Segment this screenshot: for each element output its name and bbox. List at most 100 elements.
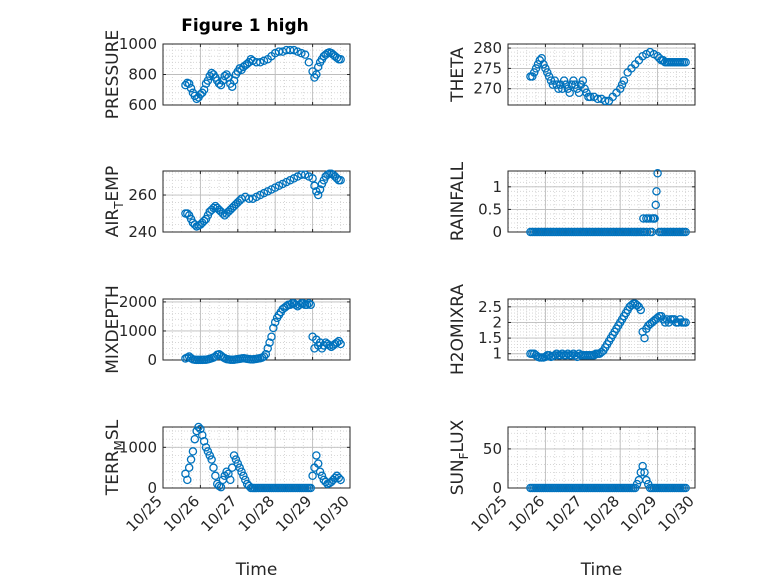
- data-point: [237, 467, 246, 476]
- data-point: [218, 209, 228, 218]
- data-point: [567, 80, 576, 89]
- y-tick-label: 1000: [119, 438, 157, 456]
- data-point: [235, 463, 244, 472]
- data-point: [214, 481, 224, 491]
- data-point: [265, 338, 274, 347]
- y-tick-label: 0: [147, 479, 157, 497]
- y-tick-label: 1.5: [478, 329, 502, 347]
- data-point: [644, 214, 653, 223]
- data-point: [650, 214, 659, 223]
- data-point: [317, 471, 327, 481]
- figure-title: Figure 1 high: [181, 16, 309, 36]
- data-point: [267, 332, 276, 342]
- y-tick-label: 1000: [119, 322, 157, 340]
- data-point: [306, 300, 315, 310]
- data-point: [336, 55, 345, 64]
- y-tick-label: 1: [492, 345, 502, 363]
- y-tick-label: 2: [492, 313, 502, 331]
- data-point: [244, 194, 254, 203]
- y-tick-label: 1: [492, 178, 502, 196]
- data-point: [552, 80, 561, 89]
- data-point: [321, 477, 330, 487]
- data-point: [289, 45, 299, 55]
- data-point: [332, 53, 342, 62]
- data-point: [632, 479, 642, 489]
- data-point: [336, 175, 345, 185]
- data-point: [190, 434, 200, 444]
- data-point: [600, 96, 610, 106]
- data-point: [640, 333, 649, 343]
- data-point: [263, 344, 272, 353]
- data-point: [205, 451, 214, 460]
- data-point: [304, 299, 314, 308]
- data-point: [209, 203, 218, 213]
- data-point: [216, 80, 226, 90]
- y-tick-label: 800: [128, 66, 157, 84]
- data-point: [642, 227, 652, 237]
- y-axis-label: SUNFLUX: [448, 419, 471, 495]
- data-point: [569, 76, 578, 85]
- data-point: [642, 475, 651, 485]
- data-point: [315, 185, 325, 194]
- y-tick-label: 0: [492, 479, 502, 497]
- data-point: [220, 71, 229, 81]
- data-point: [617, 80, 627, 89]
- data-point: [652, 187, 661, 196]
- data-point: [194, 422, 203, 432]
- y-tick-label: 2.5: [478, 298, 502, 316]
- data-point: [259, 56, 269, 66]
- y-tick-label: 1000: [119, 35, 157, 53]
- y-axis-label: PRESSURE: [103, 30, 123, 119]
- data-point: [203, 447, 213, 456]
- data-point: [529, 68, 539, 77]
- data-point: [615, 84, 625, 93]
- data-point: [183, 475, 192, 485]
- data-point: [313, 459, 323, 468]
- y-axis-label: TERRMSL: [103, 419, 126, 496]
- data-point: [312, 451, 321, 460]
- y-axis-label: H2OMIXRA: [448, 284, 468, 375]
- data-point: [259, 352, 269, 361]
- data-point: [565, 88, 574, 98]
- data-point: [593, 94, 603, 104]
- data-point: [541, 64, 550, 73]
- data-point: [304, 58, 314, 67]
- axes-box: [507, 43, 696, 106]
- data-point: [651, 200, 660, 210]
- data-point: [630, 483, 640, 493]
- y-tick-label: 240: [128, 223, 157, 241]
- y-tick-label: 600: [128, 96, 157, 114]
- x-axis-label: Time: [580, 560, 623, 580]
- data-point: [554, 84, 563, 93]
- data-point: [261, 349, 271, 359]
- data-point: [302, 300, 312, 310]
- data-point: [653, 313, 662, 323]
- data-point: [297, 48, 306, 58]
- data-point: [586, 92, 595, 102]
- data-point: [325, 341, 334, 350]
- y-tick-label: 0.5: [478, 200, 502, 218]
- data-point: [550, 76, 560, 85]
- data-point: [559, 76, 569, 85]
- data-point: [619, 76, 629, 85]
- y-axis-label: AIRTEMP: [103, 166, 126, 237]
- subplot-h2omixra: 11.522.5 H2OMIXRA: [448, 284, 696, 375]
- y-axis-label: THETA: [448, 47, 468, 103]
- data-point: [293, 47, 302, 56]
- axes-box: [162, 170, 351, 233]
- data-point: [336, 339, 345, 349]
- y-tick-label: 50: [483, 440, 502, 458]
- data-point: [681, 318, 690, 327]
- data-point: [528, 72, 537, 81]
- data-point: [226, 475, 235, 485]
- data-point: [539, 60, 548, 69]
- data-point: [589, 351, 599, 360]
- data-point: [640, 468, 649, 477]
- data-point: [330, 473, 340, 483]
- data-point: [546, 76, 556, 85]
- data-point: [681, 483, 690, 493]
- data-point: [269, 323, 278, 333]
